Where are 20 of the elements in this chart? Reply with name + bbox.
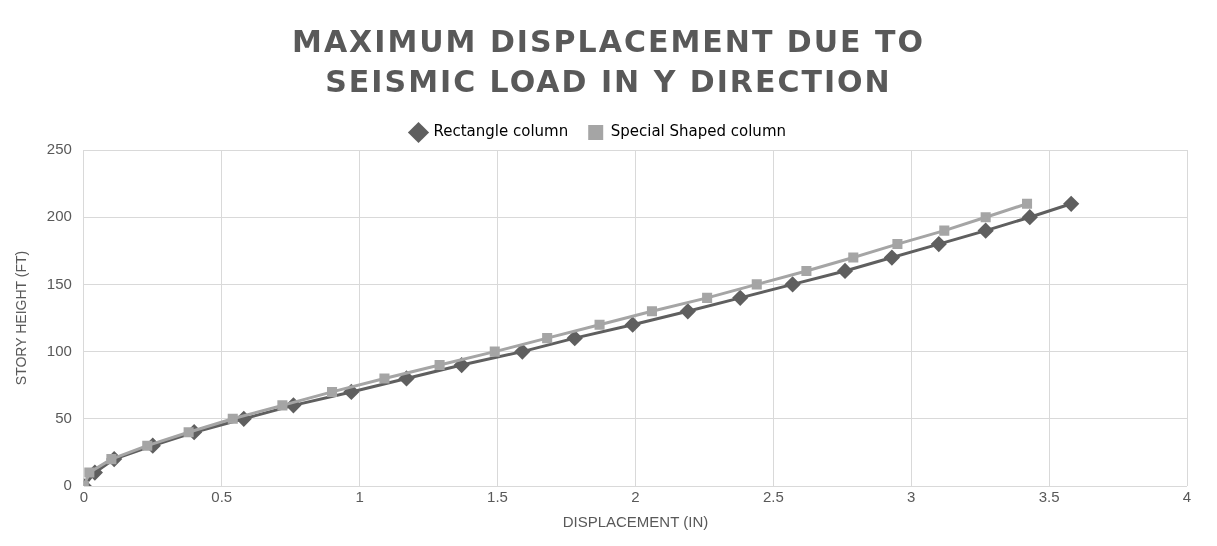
x-tick-label: 3.5 <box>1038 488 1060 506</box>
y-tick-label: 50 <box>55 408 72 426</box>
y-tick-label: 100 <box>46 341 72 359</box>
x-tick-label: 4 <box>1182 488 1192 506</box>
legend-label: Rectangle column <box>433 122 569 141</box>
x-tick-label: 2 <box>631 488 640 506</box>
y-axis-title: STORY HEIGHT (FT) <box>13 250 30 386</box>
legend-label: Special Shaped column <box>610 122 787 141</box>
x-tick-label: 3 <box>907 488 916 506</box>
x-tick-label: 0 <box>79 488 88 506</box>
y-tick-label: 0 <box>63 476 72 494</box>
x-tick-label: 1.5 <box>487 488 508 506</box>
x-tick-label: 0.5 <box>211 488 233 506</box>
x-tick-label: 1 <box>355 488 364 506</box>
y-tick-label: 200 <box>46 207 72 225</box>
chart-title: MAXIMUM DISPLACEMENT DUE TO SEISMIC LOAD IN Y DIRECTION <box>291 23 926 101</box>
y-tick-label: 150 <box>46 274 72 292</box>
y-tick-label: 250 <box>46 140 72 158</box>
x-axis-title: DISPLACEMENT (IN) <box>562 513 709 531</box>
x-tick-label: 2.5 <box>762 488 784 506</box>
